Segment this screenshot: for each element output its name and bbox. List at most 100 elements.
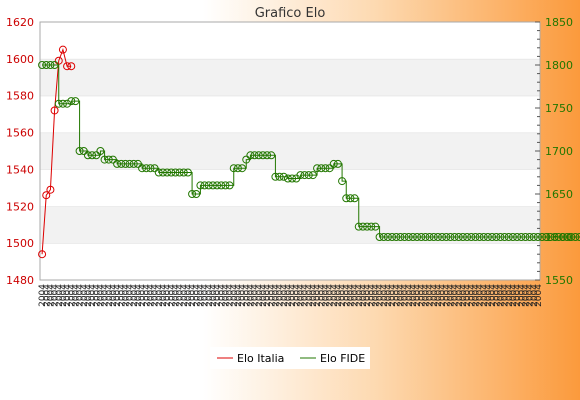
- data-point-elo-fide: [317, 164, 326, 173]
- data-point-elo-fide: [483, 233, 492, 241]
- x-tick-label: 2004: [151, 284, 161, 307]
- plot-band: [40, 58, 540, 96]
- data-point-elo-fide: [46, 61, 55, 69]
- x-tick-label: 2004: [451, 284, 461, 307]
- data-point-elo-fide: [529, 233, 538, 241]
- data-point-elo-fide: [238, 164, 247, 173]
- x-tick-label: 2004: [434, 284, 444, 307]
- data-point-elo-fide: [346, 194, 355, 203]
- x-tick-label: 2004: [459, 284, 469, 307]
- data-point-elo-fide: [313, 164, 322, 173]
- x-tick-label: 2004: [105, 284, 115, 307]
- legend: Elo Italia Elo FIDE: [210, 347, 370, 369]
- data-point-elo-fide: [92, 151, 101, 160]
- x-tick-label: 2004: [467, 284, 477, 307]
- left-y-tick-label: 1500: [6, 237, 34, 250]
- left-y-tick-label: 1600: [6, 53, 34, 66]
- right-y-tick-label: 1650: [545, 188, 573, 201]
- x-tick-label: 2004: [176, 284, 186, 307]
- plot-band: [40, 132, 540, 170]
- x-tick-label: 2004: [284, 284, 294, 307]
- data-point-elo-fide: [154, 168, 163, 177]
- x-tick-label: 2004: [188, 284, 198, 307]
- data-point-elo-fide: [463, 233, 472, 241]
- data-point-elo-fide: [471, 233, 480, 241]
- data-point-elo-fide: [54, 99, 63, 108]
- data-point-elo-fide: [367, 222, 376, 231]
- data-point-elo-fide: [517, 233, 526, 241]
- right-y-tick-label: 1550: [545, 274, 573, 287]
- data-point-elo-fide: [96, 147, 105, 155]
- data-point-elo-fide: [308, 171, 317, 180]
- data-point-elo-fide: [417, 233, 426, 241]
- x-tick-label: 2004: [288, 284, 298, 307]
- data-point-elo-fide: [175, 168, 184, 177]
- data-point-elo-fide: [521, 233, 530, 241]
- x-tick-label: 2004: [196, 284, 206, 307]
- data-point-elo-fide: [325, 164, 334, 173]
- x-tick-label: 2004: [130, 284, 140, 307]
- x-tick-label: 2004: [280, 284, 290, 307]
- x-tick-label: 2004: [159, 284, 169, 307]
- x-tick-label: 2004: [126, 284, 136, 307]
- x-tick-label: 2004: [209, 284, 219, 307]
- x-tick-label: 2004: [534, 284, 544, 307]
- x-tick-label: 2004: [67, 284, 77, 307]
- x-tick-label: 2004: [380, 284, 390, 307]
- data-point-elo-fide: [563, 233, 572, 241]
- data-point-elo-fide: [429, 233, 438, 241]
- x-tick-label: 2004: [301, 284, 311, 307]
- data-point-elo-fide: [350, 194, 359, 203]
- x-tick-label: 2004: [163, 284, 173, 307]
- x-tick-label: 2004: [109, 284, 119, 307]
- data-point-elo-fide: [250, 151, 259, 160]
- x-tick-label: 2004: [167, 284, 177, 307]
- x-tick-label: 2004: [76, 284, 86, 307]
- data-point-elo-fide: [225, 181, 234, 190]
- data-point-elo-fide: [442, 233, 451, 241]
- data-point-elo-fide: [117, 159, 126, 168]
- data-point-elo-fide: [192, 190, 201, 198]
- x-tick-label: 2004: [217, 284, 227, 307]
- x-tick-label: 2004: [251, 284, 261, 307]
- data-point-elo-fide: [242, 155, 251, 164]
- x-tick-label: 2004: [201, 284, 211, 307]
- data-point-elo-fide: [196, 181, 205, 190]
- data-point-elo-fide: [338, 177, 347, 186]
- data-point-elo-fide: [542, 233, 551, 241]
- plot-bands: [40, 21, 540, 280]
- data-point-elo-fide: [496, 233, 505, 241]
- data-point-elo-fide: [558, 233, 567, 241]
- x-tick-label: 2004: [417, 284, 427, 307]
- x-tick-label: 2004: [51, 284, 61, 307]
- data-point-elo-fide: [113, 159, 122, 168]
- data-point-elo-fide: [88, 151, 97, 160]
- data-point-elo-fide: [500, 233, 509, 241]
- x-tick-label: 2004: [446, 284, 456, 307]
- data-point-elo-italia: [54, 56, 63, 65]
- data-point-elo-fide: [267, 151, 276, 160]
- data-point-elo-fide: [433, 233, 442, 241]
- x-tick-label: 2004: [296, 284, 306, 307]
- left-y-axis: 1480 1500 1520 1540 1560 1580 1600 1620: [6, 16, 34, 287]
- x-tick-label: 2004: [238, 284, 248, 307]
- data-point-elo-fide: [58, 99, 67, 108]
- data-point-elo-fide: [333, 159, 342, 168]
- x-tick-label: 2004: [313, 284, 323, 307]
- x-tick-label: 2004: [213, 284, 223, 307]
- data-point-elo-fide: [50, 61, 59, 69]
- x-tick-label: 2004: [367, 284, 377, 307]
- x-tick-label: 2004: [396, 284, 406, 307]
- data-point-elo-fide: [533, 233, 542, 241]
- data-point-elo-fide: [538, 233, 547, 241]
- data-point-elo-fide: [83, 151, 92, 160]
- data-point-elo-fide: [525, 233, 534, 241]
- right-y-tick-label: 1750: [545, 102, 573, 115]
- data-point-elo-fide: [413, 233, 422, 241]
- legend-box: [210, 347, 370, 369]
- x-tick-label: 2004: [346, 284, 356, 307]
- x-tick-label: 2004: [184, 284, 194, 307]
- x-tick-label: 2004: [405, 284, 415, 307]
